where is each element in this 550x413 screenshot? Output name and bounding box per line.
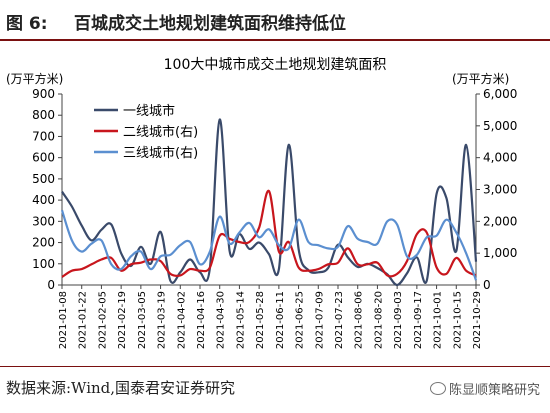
x-tick-label: 2021-03-05 (137, 291, 148, 349)
figure-header: 图 6: 百城成交土地规划建筑面积维持低位 (0, 0, 550, 41)
x-tick-label: 2021-09-17 (413, 291, 424, 349)
y-left-unit: (万平方米) (6, 71, 63, 86)
x-tick-label: 2021-10-15 (452, 291, 463, 349)
y-right-tick-label: 5,000 (483, 119, 517, 133)
figure-title: 百城成交土地规划建筑面积维持低位 (74, 14, 346, 34)
chart-container: 100大中城市成交土地规划建筑面积 (万平方米) (万平方米) 0 100 200 3… (0, 42, 550, 364)
legend-label-2: 二线城市(右) (123, 124, 198, 140)
line-chart: 100大中城市成交土地规划建筑面积 (万平方米) (万平方米) 0 100 200 3… (6, 56, 517, 349)
y-left-tick-label: 900 (32, 87, 55, 101)
x-tick-label: 2021-04-02 (176, 291, 187, 349)
wechat-icon (429, 382, 446, 395)
chart-title: 100大中城市成交土地规划建筑面积 (164, 56, 387, 73)
y-right-tick-label: 4,000 (483, 151, 517, 165)
x-tick-label: 2021-05-14 (235, 291, 246, 349)
series-line-2 (61, 189, 477, 278)
y-left-tick-label: 0 (47, 278, 55, 292)
figure-label: 图 6: (6, 14, 48, 34)
footer-rule (0, 366, 550, 367)
series-line-1 (61, 118, 478, 287)
source-note: 数据来源:Wind,国泰君安证券研究 (6, 379, 236, 397)
x-tick-label: 2021-08-20 (373, 291, 384, 349)
y-right-tick-label: 6,000 (483, 87, 517, 101)
x-tick-label: 2021-07-23 (334, 291, 345, 349)
x-tick-label: 2021-06-11 (275, 291, 286, 349)
y-left-tick-label: 500 (32, 172, 55, 186)
series-layer (60, 118, 478, 287)
y-right-tick-label: 0 (483, 278, 491, 292)
y-right-tick-label: 3,000 (483, 183, 517, 197)
chart-axes: 0 100 200 300 400 500 600 700 800 900 0 1,000 2,000 3… (32, 87, 517, 349)
x-tick-label: 2021-03-19 (157, 291, 168, 349)
y-left-tick-label: 700 (32, 129, 55, 143)
y-left-tick-label: 600 (32, 151, 55, 165)
x-tick-label: 2021-10-29 (472, 291, 483, 349)
x-tick-label: 2021-01-22 (78, 291, 89, 349)
series-line-3 (60, 209, 478, 281)
y-right-tick-label: 2,000 (483, 214, 517, 228)
x-tick-label: 2021-08-06 (354, 291, 365, 349)
y-left-tick-label: 400 (32, 193, 55, 207)
legend-label-3: 三线城市(右) (123, 145, 198, 161)
watermark-text: 陈显顺策略研究 (448, 383, 540, 398)
legend-label-1: 一线城市 (123, 103, 175, 119)
x-tick-label: 2021-07-09 (314, 291, 325, 349)
y-right-tick-label: 1,000 (483, 246, 517, 260)
y-left-tick-label: 200 (32, 236, 55, 250)
x-tick-label: 2021-06-25 (295, 291, 306, 349)
y-left-tick-label: 100 (32, 257, 55, 271)
x-tick-label: 2021-02-19 (117, 291, 128, 349)
x-tick-label: 2021-09-03 (393, 291, 404, 349)
x-tick-label: 2021-01-08 (58, 291, 69, 349)
y-right-unit: (万平方米) (452, 71, 509, 86)
header-rule (0, 39, 550, 41)
watermark: 陈显顺策略研究 (429, 379, 540, 398)
y-left-tick-label: 800 (32, 108, 55, 122)
x-tick-label: 2021-04-16 (196, 291, 207, 349)
y-left-tick-label: 300 (32, 214, 55, 228)
x-tick-label: 2021-02-05 (97, 291, 108, 349)
x-tick-label: 2021-05-28 (255, 291, 266, 349)
x-tick-label: 2021-10-01 (433, 291, 444, 349)
x-tick-label: 2021-04-30 (216, 291, 227, 349)
